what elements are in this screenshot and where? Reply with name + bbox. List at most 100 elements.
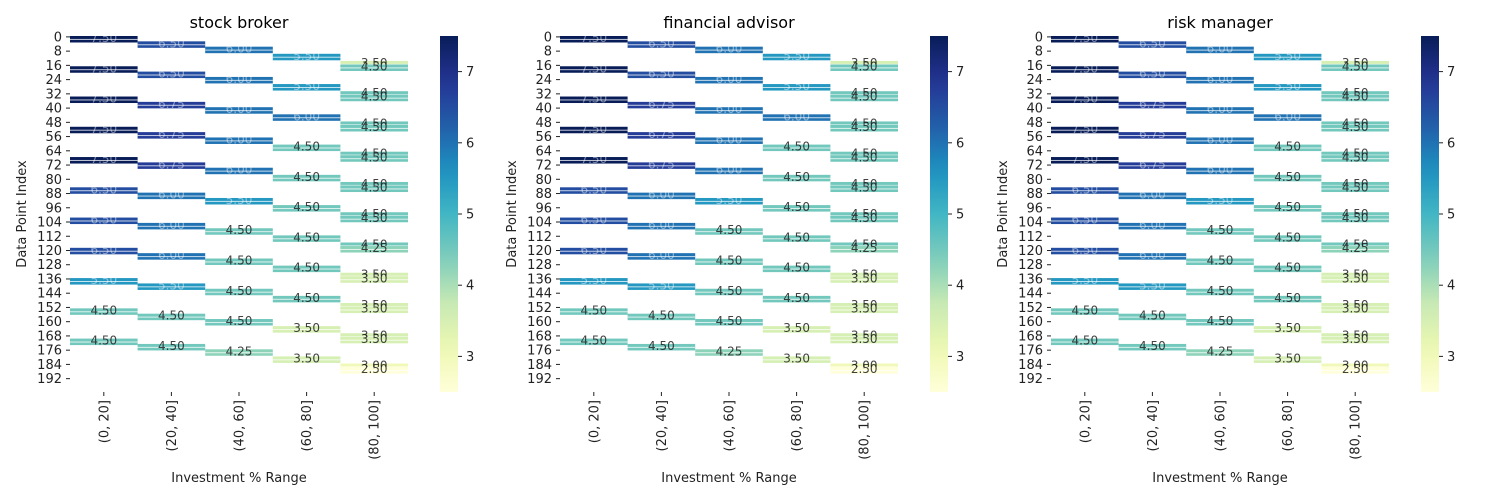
y-tick-label: 32	[535, 87, 552, 102]
y-tick-label: 72	[1026, 159, 1043, 174]
cell-value-label: 7.50	[1071, 31, 1098, 45]
colorbar-tick-label: 5	[956, 208, 964, 223]
cell-value-label: 4.50	[293, 200, 320, 214]
cell-value-label: 6.00	[226, 102, 253, 116]
cell-divider	[1186, 140, 1254, 142]
cell-value-label: 2.50	[851, 362, 878, 376]
y-tick-label: 136	[527, 272, 552, 287]
cell-divider	[272, 298, 341, 300]
cell-value-label: 6.00	[226, 163, 253, 177]
y-tick-label: 184	[1018, 358, 1043, 373]
cell-value-label: 6.50	[90, 243, 117, 257]
y-tick-label: 152	[1018, 301, 1043, 316]
cell-divider	[272, 86, 341, 88]
cell-value-label: 3.50	[293, 351, 320, 365]
cell-value-label: 6.75	[1139, 157, 1166, 171]
cell-value-label: 4.50	[648, 309, 675, 323]
cell-divider	[762, 268, 831, 270]
cell-value-label: 4.50	[1207, 254, 1234, 268]
cell-divider	[1321, 305, 1389, 307]
cell-divider	[272, 117, 341, 119]
y-tick-label: 88	[535, 187, 552, 202]
y-tick-label: 144	[37, 287, 62, 302]
cell-divider	[560, 341, 628, 343]
cell-divider	[340, 275, 408, 277]
cell-value-label: 3.50	[1342, 302, 1369, 316]
cell-value-label: 4.50	[1274, 230, 1301, 244]
cell-divider	[137, 44, 206, 46]
cell-value-label: 6.00	[648, 218, 675, 232]
cell-divider	[70, 341, 138, 343]
y-tick-label: 160	[527, 315, 552, 330]
y-tick-label: 64	[535, 144, 552, 159]
cell-divider	[1253, 298, 1322, 300]
cell-value-label: 4.50	[1342, 150, 1369, 164]
cell-divider	[1253, 117, 1322, 119]
cell-value-label: 4.50	[1342, 211, 1369, 225]
cell-divider	[340, 97, 408, 99]
cell-divider	[272, 329, 341, 331]
cell-divider	[340, 184, 408, 186]
cell-divider	[137, 346, 206, 348]
cell-divider	[1321, 215, 1389, 217]
cell-value-label: 5.50	[783, 49, 810, 63]
cell-value-label: 4.50	[851, 211, 878, 225]
heatmap-panel-2: financial advisor 7.50 6.50 6.00 5.50 3.50 4.5…	[505, 13, 964, 486]
cell-divider	[137, 165, 206, 167]
y-tick-label: 176	[1018, 344, 1043, 359]
cell-value-label: 4.50	[716, 223, 743, 237]
cell-divider	[560, 281, 628, 283]
cell-value-label: 5.50	[90, 273, 117, 287]
cell-value-label: 4.50	[361, 181, 388, 195]
cell-divider	[1186, 291, 1254, 293]
cell-divider	[695, 291, 763, 293]
x-tick-label: (60, 80]	[790, 400, 805, 452]
x-tick-label: (80, 100]	[368, 400, 383, 460]
cell-value-label: 4.50	[648, 339, 675, 353]
cell-divider	[830, 305, 898, 307]
cell-divider	[340, 336, 408, 338]
y-tick-label: 72	[45, 159, 62, 174]
y-tick-label: 136	[37, 272, 62, 287]
cell-divider	[1118, 165, 1187, 167]
cell-divider	[830, 97, 898, 99]
cell-value-label: 7.50	[580, 92, 607, 106]
y-tick-label: 176	[527, 344, 552, 359]
y-tick-label: 152	[527, 301, 552, 316]
cell-divider	[762, 238, 831, 240]
cell-divider	[1118, 316, 1187, 318]
y-tick-label: 40	[45, 102, 62, 117]
cell-value-label: 4.50	[1139, 339, 1166, 353]
cell-divider	[1118, 195, 1187, 197]
cell-divider	[695, 321, 763, 323]
cell-divider	[762, 208, 831, 210]
cell-value-label: 6.75	[1139, 97, 1166, 111]
cell-divider	[1186, 110, 1254, 112]
cell-value-label: 5.50	[716, 193, 743, 207]
cell-divider	[1186, 231, 1254, 233]
cell-value-label: 4.50	[293, 261, 320, 275]
cell-value-label: 5.50	[158, 278, 185, 292]
cell-divider	[1051, 341, 1119, 343]
colorbar	[1421, 36, 1439, 392]
x-tick-label: (40, 60]	[1214, 400, 1229, 452]
cell-value-label: 6.00	[716, 42, 743, 56]
cell-divider	[1118, 286, 1187, 288]
y-tick-label: 144	[527, 287, 552, 302]
panel-title: risk manager	[1167, 13, 1273, 32]
cell-value-label: 6.00	[1207, 132, 1234, 146]
cell-divider	[340, 248, 408, 250]
cell-divider	[830, 63, 898, 65]
colorbar-tick-label: 4	[1447, 279, 1455, 294]
x-tick-label: (60, 80]	[1281, 400, 1296, 452]
cell-divider	[627, 256, 696, 258]
y-tick-label: 16	[1026, 59, 1043, 74]
cell-value-label: 6.75	[158, 127, 185, 141]
cell-value-label: 6.75	[158, 97, 185, 111]
cell-value-label: 3.50	[851, 332, 878, 346]
cell-divider	[272, 177, 341, 179]
cell-divider	[1321, 279, 1389, 281]
cell-value-label: 4.50	[783, 291, 810, 305]
cell-divider	[830, 366, 898, 368]
